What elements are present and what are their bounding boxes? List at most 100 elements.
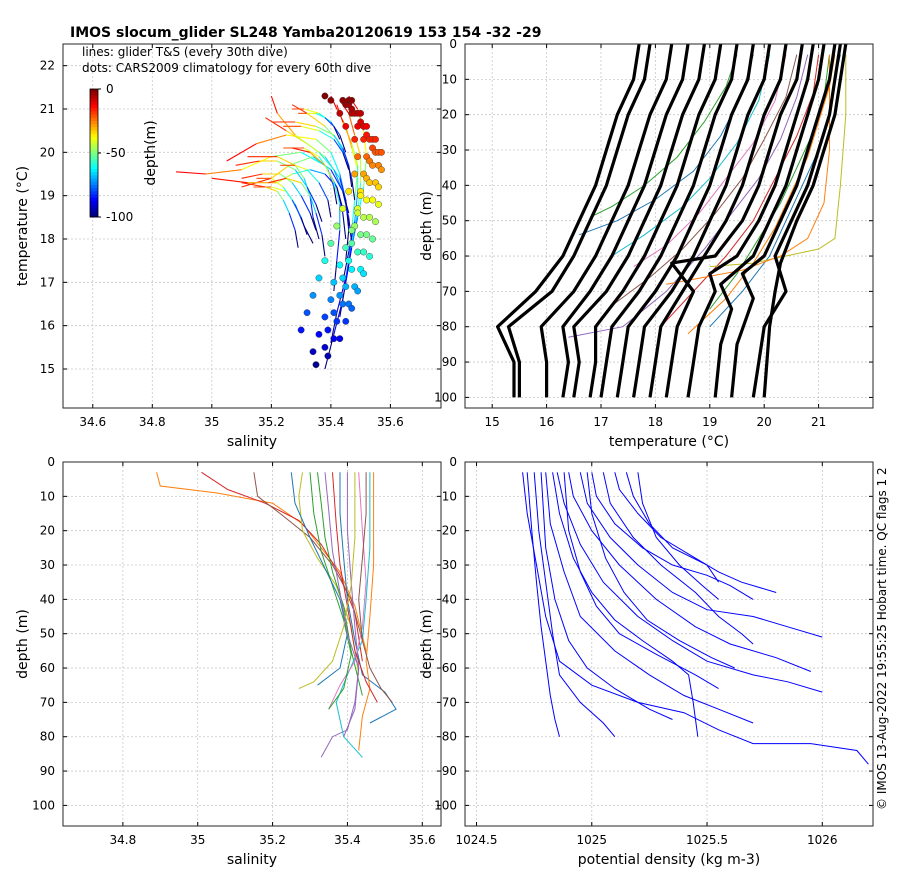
temp-climatology-line	[686, 44, 815, 398]
ts-climatology-point	[333, 317, 341, 325]
ts-glider-segment	[241, 182, 266, 188]
sal-profile-line	[317, 472, 363, 696]
ts-glider-segment	[342, 191, 350, 214]
temp-ytick-label: 70	[442, 284, 457, 298]
temp-climatology-line	[539, 44, 674, 398]
ts-glider-segment	[291, 199, 302, 218]
ts-climatology-point	[327, 296, 335, 304]
ts-climatology-point	[327, 96, 335, 104]
temp-ytick-label: 100	[434, 390, 457, 404]
dens-profile-line	[533, 472, 616, 738]
ts-climatology-point	[354, 209, 362, 217]
ts-glider-segment	[300, 217, 308, 235]
sal-profile-line	[201, 471, 363, 662]
temp-climatology-line	[713, 44, 826, 398]
ts-glider-segment	[294, 230, 299, 248]
ts-climatology-point	[315, 330, 323, 338]
ts-climatology-point	[375, 200, 382, 208]
temp-climatology-line	[496, 44, 641, 398]
ts-climatology-point	[312, 361, 320, 369]
ts-glider-segment	[309, 195, 314, 218]
sal-profile-line	[309, 472, 352, 710]
ts-glider-segment	[333, 186, 338, 205]
colorbar-segment	[90, 156, 98, 160]
ts-climatology-point	[339, 300, 347, 308]
ts-climatology-point	[351, 170, 359, 178]
ts-glider-segment	[333, 260, 338, 292]
ts-glider-segment	[176, 171, 206, 175]
colorbar-segment	[90, 169, 98, 173]
temp-xtick-label: 17	[593, 415, 608, 429]
ts-climatology-point	[336, 291, 344, 299]
ts-glider-segment	[211, 177, 248, 184]
ts-glider-segment	[271, 151, 302, 158]
colorbar-segment	[90, 137, 98, 141]
ts-climatology-point	[357, 109, 365, 117]
ts-glider-segment	[339, 178, 347, 201]
ts-glider-segment	[336, 186, 344, 209]
ts-climatology-point	[303, 309, 311, 317]
ts-climatology-point	[366, 213, 373, 221]
dens-xlabel: potential density (kg m-3)	[578, 852, 760, 868]
dens-ytick-label: 60	[442, 661, 457, 675]
colorbar-segment	[90, 188, 98, 192]
ts-climatology-point	[330, 335, 338, 343]
colorbar-segment	[90, 207, 98, 212]
sal-ytick-label: 10	[40, 489, 55, 503]
ts-climatology-point	[324, 352, 332, 360]
ts-climatology-point	[327, 239, 335, 247]
temp-climatology-line	[599, 44, 739, 398]
colorbar-segment	[90, 185, 98, 189]
ts-glider-segment	[315, 204, 323, 222]
ts-climatology-point	[309, 291, 317, 299]
colorbar-segment	[90, 105, 98, 109]
ts-annotation: dots: CARS2009 climatology for every 60t…	[82, 61, 371, 75]
temp-ytick-label: 0	[449, 37, 457, 51]
ts-glider-segment	[342, 212, 347, 240]
colorbar-segment	[90, 194, 98, 199]
temp-xtick-label: 16	[539, 415, 554, 429]
dens-xtick-label: 1025	[577, 833, 608, 847]
ts-glider-segment	[282, 199, 290, 214]
colorbar-segment	[90, 133, 98, 138]
ts-glider-segment	[330, 152, 341, 175]
ts-climatology-point	[339, 205, 347, 213]
colorbar-segment	[90, 201, 98, 205]
sal-xlabel: salinity	[227, 852, 277, 868]
ts-climatology-point	[372, 135, 379, 143]
colorbar-segment	[90, 117, 98, 122]
ts-climatology-point	[363, 122, 370, 130]
ts-climatology-point	[354, 248, 362, 256]
temp-ylabel: depth (m)	[419, 191, 435, 261]
ts-glider-segment	[333, 139, 344, 153]
temp-climatology-line	[751, 44, 842, 398]
ts-xtick-label: 35.2	[258, 415, 285, 429]
sal-ylabel: depth (m)	[15, 609, 31, 679]
ts-glider-segment	[300, 151, 326, 166]
ts-glider-segment	[309, 151, 326, 166]
ts-glider-segment	[294, 164, 308, 171]
colorbar-segment	[90, 143, 98, 148]
ts-glider-segment	[271, 186, 287, 192]
ts-glider-segment	[277, 156, 296, 166]
sal-ytick-label: 0	[47, 455, 55, 469]
colorbar-segment	[90, 210, 98, 215]
ts-climatology-point	[315, 274, 323, 282]
temp-glider-line	[611, 54, 771, 257]
ts-glider-segment	[282, 186, 293, 201]
ts-panel: 34.6 34.8 35 35.2 35.4 35.6 15 16 17 18 19 20 21 22 sa…	[15, 43, 442, 450]
ts-glider-segment	[295, 121, 317, 127]
dens-data	[522, 472, 869, 765]
dens-profile-line	[614, 472, 777, 593]
ts-climatology-point	[357, 231, 365, 239]
sal-ytick-label: 80	[40, 730, 55, 744]
dens-xtick-label: 1024.5	[456, 833, 498, 847]
ts-climatology-point	[369, 161, 376, 169]
temp-ytick-label: 20	[442, 108, 457, 122]
temperature-depth-panel: 15 16 17 18 19 20 21 0 10 20 30 40 50 60 70 80 90 100 temp…	[419, 37, 874, 450]
ts-glider-segment	[327, 199, 332, 218]
dens-profile-line	[556, 472, 823, 693]
figure-title: IMOS slocum_glider SL248 Yamba20120619 1…	[70, 25, 541, 41]
ts-glider-segment	[270, 95, 278, 114]
ts-glider-segment	[276, 112, 296, 136]
